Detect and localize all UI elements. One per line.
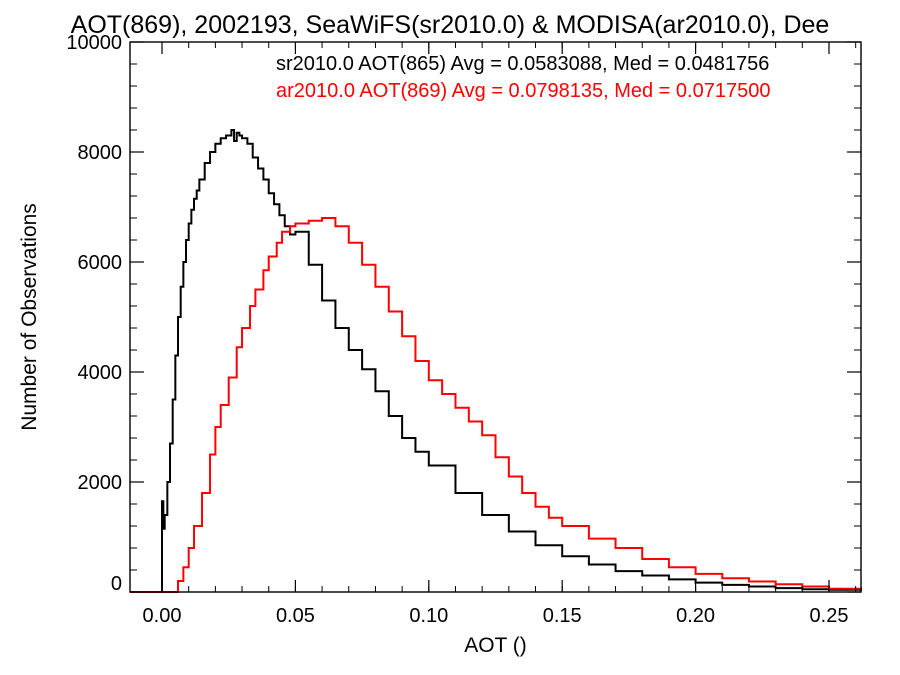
- y-tick-label: 6000: [78, 252, 123, 274]
- series-line-1: [130, 217, 862, 593]
- y-axis-label: Number of Observations: [18, 203, 41, 431]
- plot-frame: [129, 41, 862, 593]
- x-axis-label: AOT (): [464, 634, 527, 657]
- legend-annotations: sr2010.0 AOT(865) Avg = 0.0583088, Med =…: [276, 53, 770, 102]
- series-line-0: [130, 129, 862, 593]
- stats-annotation: sr2010.0 AOT(865) Avg = 0.0583088, Med =…: [276, 53, 769, 75]
- y-tick-label: 4000: [78, 362, 123, 384]
- y-axis: 0 2000 4000 6000 8000 10000: [66, 32, 861, 595]
- plot-series: [130, 129, 862, 593]
- stats-annotation: ar2010.0 AOT(869) Avg = 0.0798135, Med =…: [276, 80, 770, 102]
- x-tick-label: 0.20: [676, 605, 715, 627]
- y-tick-label: 10000: [66, 32, 122, 54]
- x-tick-label: 0.15: [543, 605, 582, 627]
- x-tick-label: 0.05: [276, 605, 315, 627]
- y-tick-label: 2000: [78, 472, 123, 494]
- chart-title: AOT(869), 2002193, SeaWiFS(sr2010.0) & M…: [71, 11, 830, 39]
- x-tick-label: 0.10: [409, 605, 448, 627]
- x-tick-label: 0.25: [810, 605, 849, 627]
- x-axis: 0.00 0.05 0.10 0.15 0.20 0.25: [143, 42, 857, 627]
- y-tick-label: 0: [111, 573, 122, 595]
- x-tick-label: 0.00: [143, 605, 182, 627]
- y-tick-label: 8000: [78, 142, 123, 164]
- plot-border: [129, 41, 862, 593]
